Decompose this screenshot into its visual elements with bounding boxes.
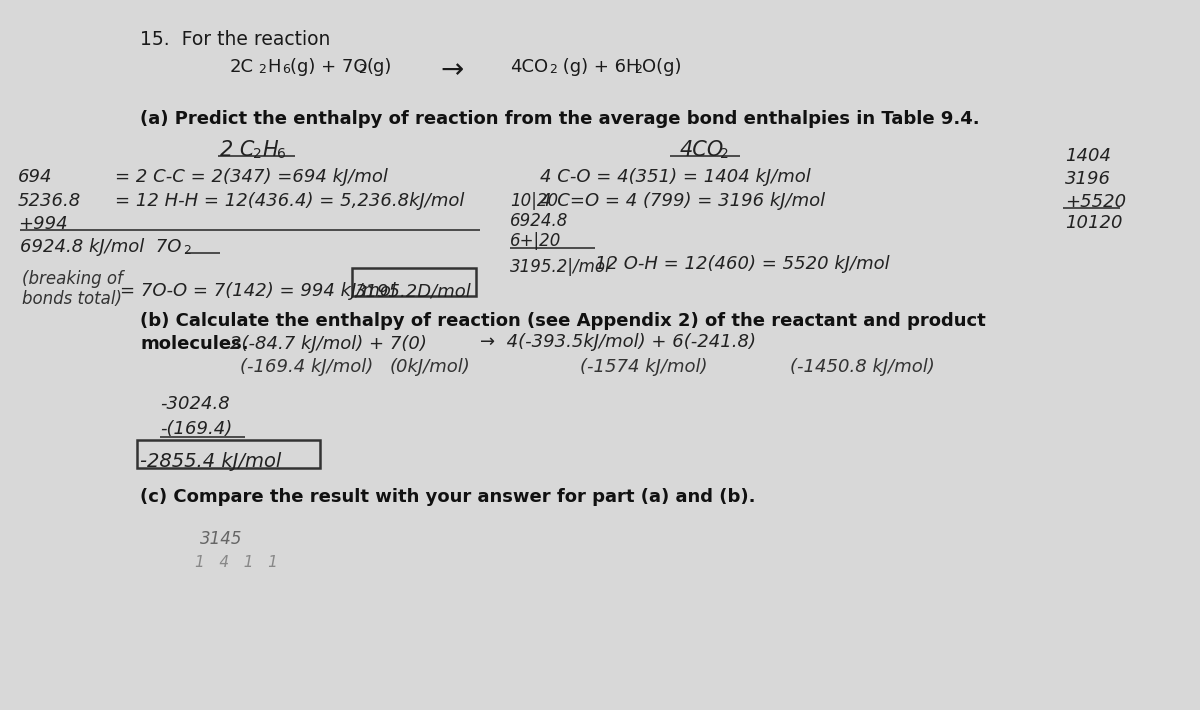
Text: 10120: 10120	[1066, 214, 1122, 232]
Text: (0kJ/mol): (0kJ/mol)	[390, 358, 470, 376]
Text: 2(-84.7 kJ/mol) + 7(0): 2(-84.7 kJ/mol) + 7(0)	[230, 335, 427, 353]
Text: 4CO: 4CO	[680, 140, 725, 160]
Text: 3195.2|/mol: 3195.2|/mol	[510, 258, 611, 276]
Text: (c) Compare the result with your answer for part (a) and (b).: (c) Compare the result with your answer …	[140, 488, 756, 506]
Text: 2: 2	[182, 244, 191, 257]
Text: 5236.8: 5236.8	[18, 192, 82, 210]
Text: 6: 6	[282, 63, 290, 76]
Text: 3145: 3145	[200, 530, 242, 548]
Text: +994: +994	[18, 215, 67, 233]
Text: 3195.2D/mol: 3195.2D/mol	[355, 282, 472, 300]
Text: O(g): O(g)	[642, 58, 682, 76]
Bar	[137, 440, 320, 468]
Text: 2 C: 2 C	[220, 140, 254, 160]
Text: 3196: 3196	[1066, 170, 1111, 188]
Text: (-169.4 kJ/mol): (-169.4 kJ/mol)	[240, 358, 373, 376]
Text: 10|20: 10|20	[510, 192, 558, 210]
Text: 694: 694	[18, 168, 53, 186]
Text: →  4(-393.5kJ/mol) + 6(-241.8): → 4(-393.5kJ/mol) + 6(-241.8)	[480, 333, 756, 351]
Text: 2C: 2C	[230, 58, 254, 76]
Text: 6924.8 kJ/mol  7O: 6924.8 kJ/mol 7O	[20, 238, 181, 256]
Text: -2855.4 kJ/mol: -2855.4 kJ/mol	[140, 452, 281, 471]
Text: 2: 2	[720, 147, 728, 161]
Text: H: H	[266, 58, 281, 76]
Text: 2: 2	[550, 63, 557, 76]
Text: +5520: +5520	[1066, 193, 1126, 211]
Text: 6924.8: 6924.8	[510, 212, 569, 230]
Text: -(169.4): -(169.4)	[160, 420, 233, 438]
Text: →: →	[440, 56, 463, 84]
Text: 2: 2	[253, 147, 262, 161]
Text: 4 C=O = 4 (799) = 3196 kJ/mol: 4 C=O = 4 (799) = 3196 kJ/mol	[540, 192, 826, 210]
Text: 15.  For the reaction: 15. For the reaction	[140, 30, 330, 49]
Text: 4CO: 4CO	[510, 58, 548, 76]
Text: (b) Calculate the enthalpy of reaction (see Appendix 2) of the reactant and prod: (b) Calculate the enthalpy of reaction (…	[140, 312, 985, 330]
Text: 2: 2	[258, 63, 266, 76]
Text: (-1450.8 kJ/mol): (-1450.8 kJ/mol)	[790, 358, 935, 376]
Text: = 7O-O = 7(142) = 994 kJ/mol: = 7O-O = 7(142) = 994 kJ/mol	[120, 282, 396, 300]
Text: (a) Predict the enthalpy of reaction from the average bond enthalpies in Table 9: (a) Predict the enthalpy of reaction fro…	[140, 110, 979, 128]
Text: = 2 C-C = 2(347) =694 kJ/mol: = 2 C-C = 2(347) =694 kJ/mol	[115, 168, 388, 186]
Text: 2: 2	[634, 63, 642, 76]
Text: bonds total): bonds total)	[22, 290, 122, 308]
Text: (breaking of: (breaking of	[22, 270, 122, 288]
Text: (-1574 kJ/mol): (-1574 kJ/mol)	[580, 358, 708, 376]
Text: (g): (g)	[366, 58, 391, 76]
Text: (g) + 6H: (g) + 6H	[557, 58, 640, 76]
Text: 6+|20: 6+|20	[510, 232, 562, 250]
Text: -3024.8: -3024.8	[160, 395, 229, 413]
Text: (g) + 7O: (g) + 7O	[290, 58, 367, 76]
Text: = 12 H-H = 12(436.4) = 5,236.8kJ/mol: = 12 H-H = 12(436.4) = 5,236.8kJ/mol	[115, 192, 464, 210]
Text: 1404: 1404	[1066, 147, 1111, 165]
Text: H: H	[262, 140, 277, 160]
Text: 4 C-O = 4(351) = 1404 kJ/mol: 4 C-O = 4(351) = 1404 kJ/mol	[540, 168, 811, 186]
Bar	[352, 268, 476, 296]
Text: 12 O-H = 12(460) = 5520 kJ/mol: 12 O-H = 12(460) = 5520 kJ/mol	[595, 255, 889, 273]
Text: 2: 2	[358, 63, 366, 76]
Text: 6: 6	[277, 147, 286, 161]
Text: molecules.: molecules.	[140, 335, 248, 353]
Text: 1   4   1   1: 1 4 1 1	[194, 555, 278, 570]
